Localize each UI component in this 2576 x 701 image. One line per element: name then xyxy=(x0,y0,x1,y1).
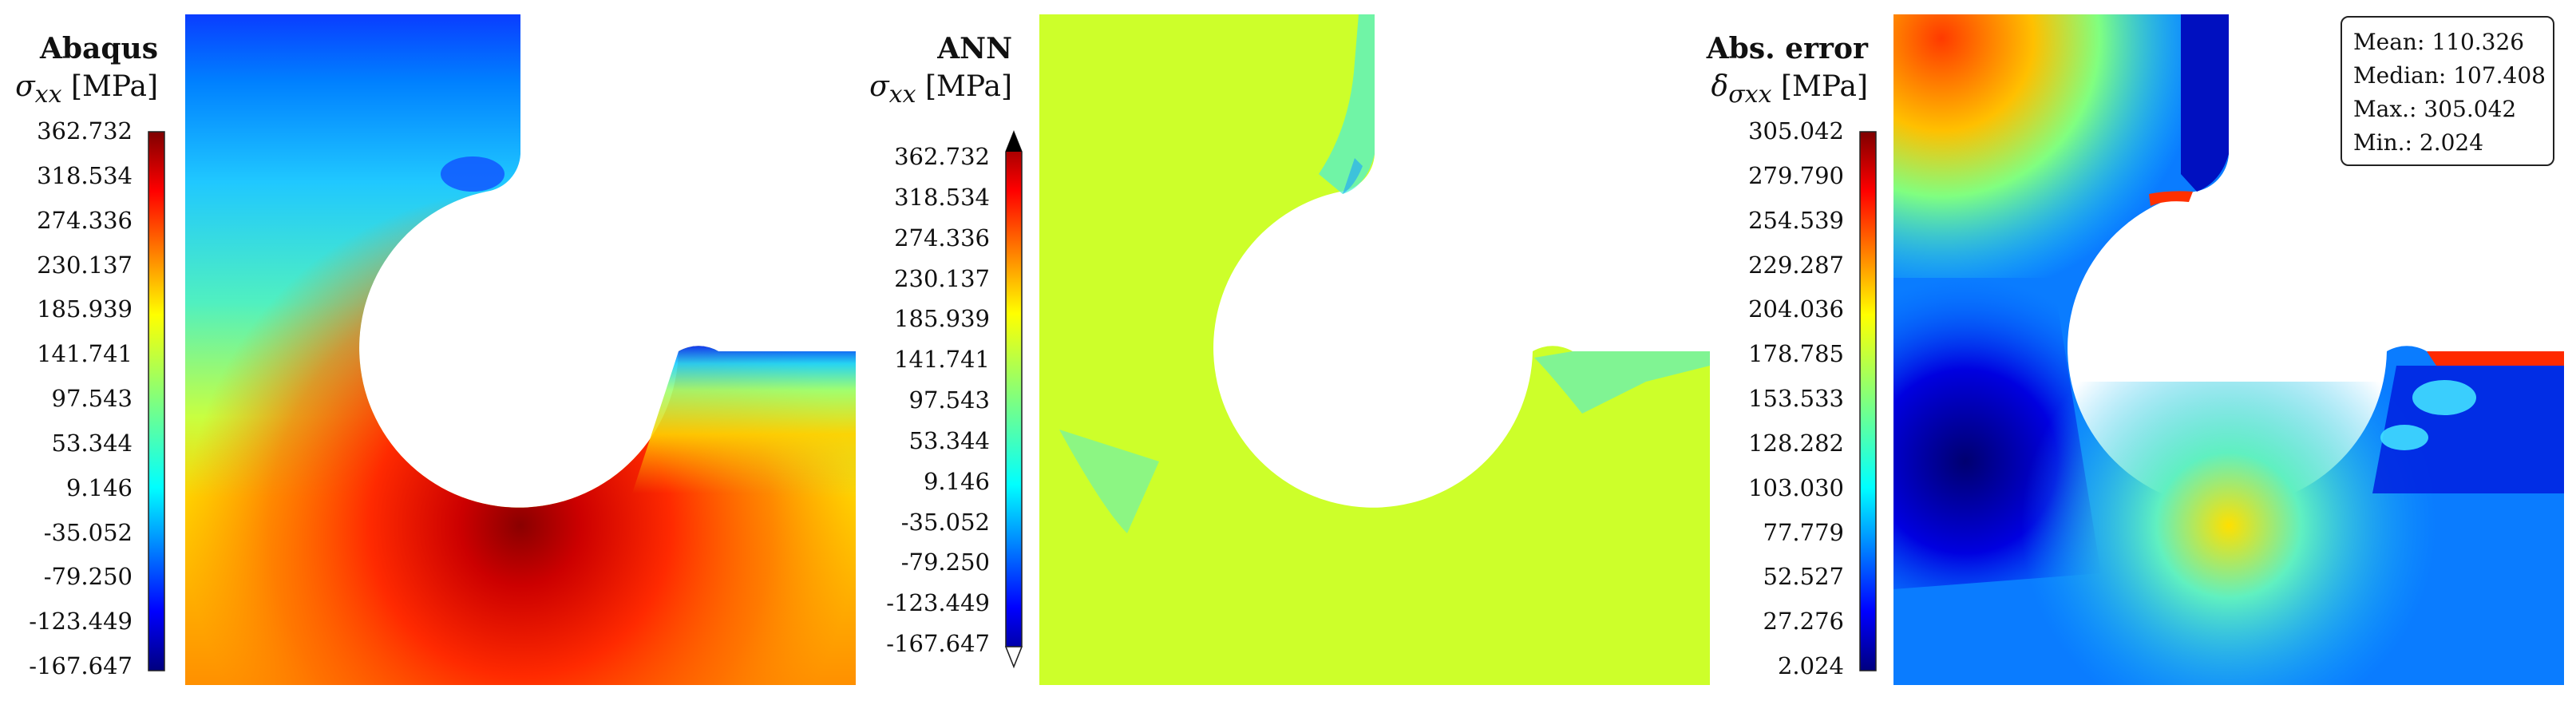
colorbar-tick-label: 274.336 xyxy=(894,224,990,251)
colorbar-tick-label: -35.052 xyxy=(900,508,990,536)
colorbar-tick-label: 97.543 xyxy=(908,386,990,414)
colorbar-tick-label: 204.036 xyxy=(1748,295,1844,323)
colorbar-tick-label: 141.741 xyxy=(37,340,133,368)
colorbar-tick-label: 274.336 xyxy=(37,206,133,234)
panel-title: ANN xyxy=(937,32,1012,65)
colorbar-tick-label: 153.533 xyxy=(1748,385,1844,412)
colorbar-tick-label: 52.527 xyxy=(1763,563,1844,591)
colorbar-tick-label: 362.732 xyxy=(37,117,133,145)
stat-median: Median: 107.408 xyxy=(2353,62,2546,89)
stat-mean: Mean: 110.326 xyxy=(2353,29,2525,55)
quantity-subscript: xx xyxy=(888,81,916,109)
colorbar-tick-label: 305.042 xyxy=(1748,117,1844,145)
quantity-subscript: σxx xyxy=(1728,81,1772,109)
quantity-subscript: xx xyxy=(34,81,62,109)
quantity-symbol: δ xyxy=(1711,70,1729,103)
stat-max: Max.: 305.042 xyxy=(2353,96,2517,122)
colorbar-tick-label: 77.779 xyxy=(1763,518,1844,546)
colorbar-tick-label: 185.939 xyxy=(37,295,133,323)
stress-field-plot xyxy=(185,14,856,685)
quantity-label: δσxx [MPa] xyxy=(1644,70,1869,109)
colorbar xyxy=(1004,129,1023,669)
colorbar-tick-label: 53.344 xyxy=(51,429,133,457)
colorbar-tick-label: 9.146 xyxy=(65,473,133,501)
panel-title: Abs. error xyxy=(1706,32,1868,65)
colorbar-tick-label: 27.276 xyxy=(1763,608,1844,636)
colorbar-tick-label: 128.282 xyxy=(1748,429,1844,457)
colorbar-tick-label: -123.449 xyxy=(886,589,990,617)
stress-field-plot xyxy=(1039,14,1710,685)
colorbar-tick-label: 230.137 xyxy=(894,264,990,292)
colorbar-tick-label: 230.137 xyxy=(37,251,133,279)
colorbar-tick-label: -167.647 xyxy=(29,652,133,679)
colorbar-tick-label: 362.732 xyxy=(894,143,990,170)
colorbar-tick-label: 103.030 xyxy=(1748,473,1844,501)
unit-label: [MPa] xyxy=(70,70,158,103)
colorbar-tick-label: 53.344 xyxy=(908,426,990,454)
colorbar-tick-label: 97.543 xyxy=(51,385,133,412)
panel-title: Abaqus xyxy=(39,32,158,65)
quantity-symbol: σ xyxy=(15,70,35,103)
colorbar-tick-label: 9.146 xyxy=(923,467,990,495)
colorbar-tick-label: 254.539 xyxy=(1748,206,1844,234)
colorbar-tick-label: 141.741 xyxy=(894,346,990,374)
colorbar-tick-label: 279.790 xyxy=(1748,161,1844,189)
error-field-plot xyxy=(1893,14,2564,685)
stats-box: Mean: 110.326 Median: 107.408 Max.: 305.… xyxy=(2341,16,2554,166)
colorbar xyxy=(148,131,165,671)
colorbar-tick-label: 318.534 xyxy=(894,183,990,211)
colorbar-tick-label: 178.785 xyxy=(1748,340,1844,368)
colorbar-tick-label: 185.939 xyxy=(894,305,990,333)
colorbar-tick-label: -79.250 xyxy=(900,549,990,576)
quantity-symbol: σ xyxy=(869,70,889,103)
quantity-label: σxx [MPa] xyxy=(798,70,1012,109)
colorbar-tick-label: 229.287 xyxy=(1748,251,1844,279)
colorbar-tick-label: 318.534 xyxy=(37,161,133,189)
colorbar xyxy=(1859,131,1877,671)
unit-label: [MPa] xyxy=(1780,70,1868,103)
colorbar-tick-label: -79.250 xyxy=(43,563,133,591)
colorbar-tick-label: -35.052 xyxy=(43,518,133,546)
stat-min: Min.: 2.024 xyxy=(2353,129,2484,156)
quantity-label: σxx [MPa] xyxy=(0,70,158,109)
unit-label: [MPa] xyxy=(924,70,1012,103)
colorbar-tick-label: -167.647 xyxy=(886,630,990,657)
colorbar-tick-label: -123.449 xyxy=(29,608,133,636)
colorbar-tick-label: 2.024 xyxy=(1777,652,1844,679)
